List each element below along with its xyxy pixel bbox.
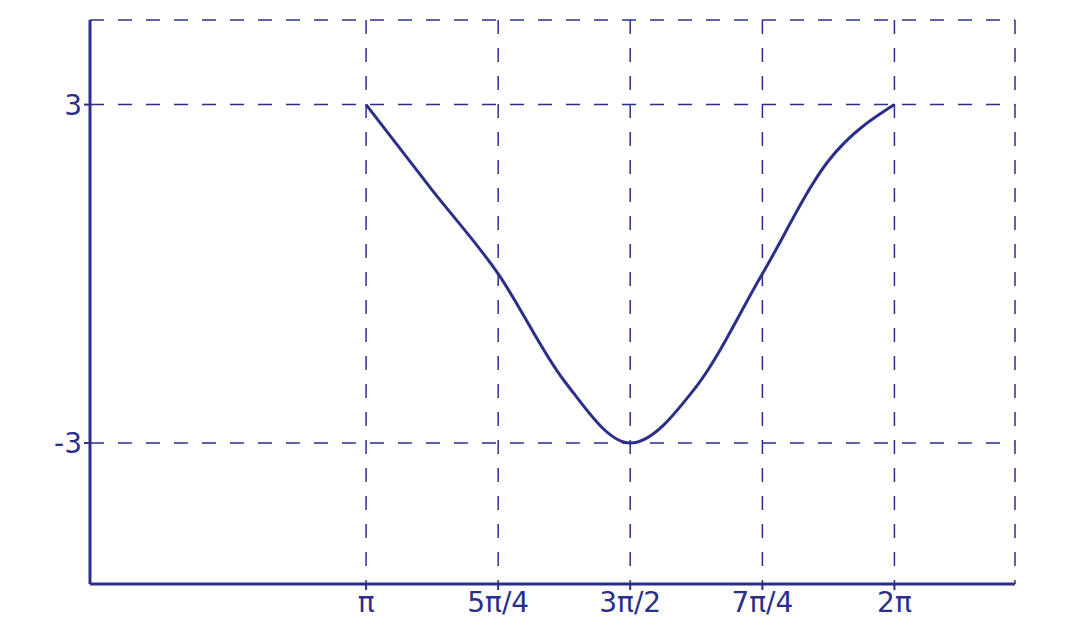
svg-text:3π/2: 3π/2 <box>599 586 661 619</box>
svg-text:3: 3 <box>64 89 82 122</box>
svg-text:7π/4: 7π/4 <box>731 586 793 619</box>
svg-text:π: π <box>358 586 375 619</box>
svg-text:2π: 2π <box>877 586 912 619</box>
svg-text:-3: -3 <box>54 427 82 460</box>
svg-text:5π/4: 5π/4 <box>467 586 529 619</box>
